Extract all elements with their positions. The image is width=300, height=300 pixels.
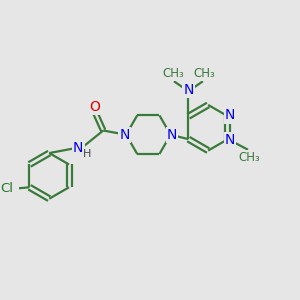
Text: N: N: [183, 82, 194, 97]
Text: CH₃: CH₃: [193, 67, 215, 80]
Text: N: N: [167, 128, 177, 142]
Text: N: N: [73, 141, 83, 155]
Text: CH₃: CH₃: [162, 67, 184, 80]
Text: N: N: [119, 128, 130, 142]
Text: N: N: [225, 133, 235, 147]
Text: CH₃: CH₃: [238, 151, 260, 164]
Text: O: O: [89, 100, 100, 114]
Text: N: N: [225, 109, 235, 122]
Text: H: H: [83, 149, 92, 160]
Text: Cl: Cl: [0, 182, 13, 195]
